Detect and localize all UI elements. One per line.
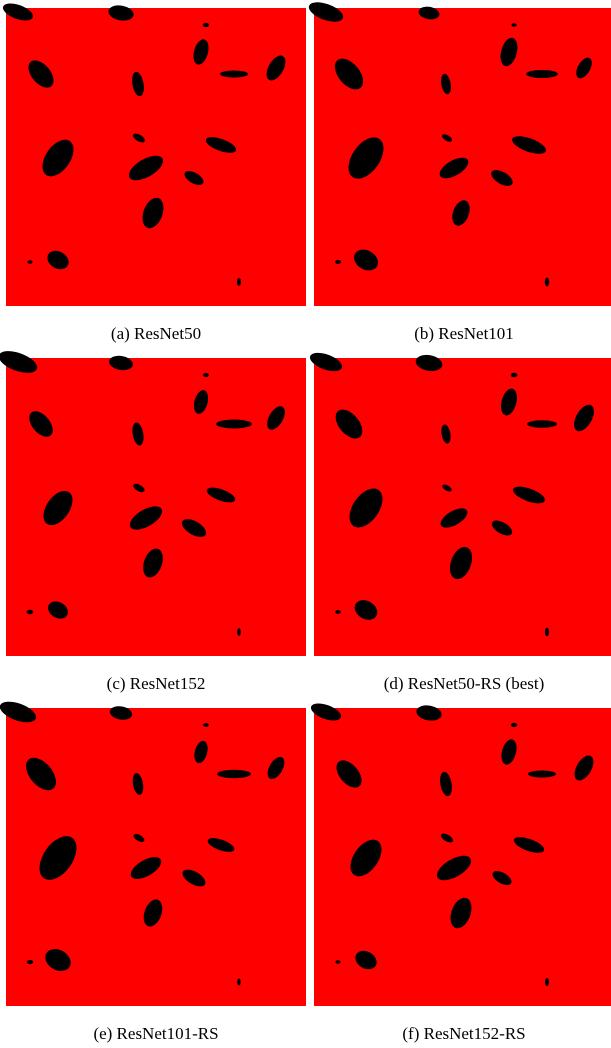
- mask-blob: [527, 420, 557, 428]
- mask-panel: [1, 0, 306, 306]
- mask-blob: [27, 260, 32, 264]
- panel-caption: (e) ResNet101-RS: [93, 1024, 218, 1043]
- mask-blob: [526, 70, 558, 78]
- mask-panel: [0, 698, 306, 1006]
- mask-blob: [335, 610, 341, 614]
- panel-caption: (b) ResNet101: [414, 324, 514, 343]
- mask-panel: [306, 0, 611, 306]
- mask-blob: [511, 723, 517, 727]
- panel-caption: (f) ResNet152-RS: [402, 1024, 525, 1043]
- mask-blob: [237, 278, 241, 286]
- mask-blob: [237, 978, 241, 985]
- mask-panel: [309, 700, 611, 1006]
- mask-blob: [335, 260, 341, 264]
- mask-panel: [0, 347, 306, 656]
- mask-blob: [220, 70, 248, 77]
- mask-blob: [545, 978, 549, 986]
- mask-blob: [217, 770, 251, 778]
- panel-caption: (d) ResNet50-RS (best): [384, 674, 545, 693]
- panel-caption: (c) ResNet152: [107, 674, 206, 693]
- mask-blob: [216, 420, 252, 429]
- mask-blob: [27, 610, 34, 614]
- mask-panel: [308, 349, 611, 656]
- mask-blob: [203, 723, 209, 727]
- mask-blob: [528, 770, 556, 777]
- mask-blob: [203, 23, 209, 27]
- mask-blob: [511, 373, 518, 377]
- mask-blob: [203, 373, 209, 377]
- mask-blob: [511, 23, 516, 27]
- mask-blob: [335, 960, 340, 964]
- mask-blob: [545, 278, 549, 287]
- panel-caption: (a) ResNet50: [111, 324, 201, 343]
- mask-blob: [237, 628, 241, 636]
- mask-blob: [27, 960, 33, 964]
- figure: (a) ResNet50 (b) ResNet101 (c) ResNet152 (d…: [0, 0, 611, 1048]
- mask-blob: [545, 628, 549, 636]
